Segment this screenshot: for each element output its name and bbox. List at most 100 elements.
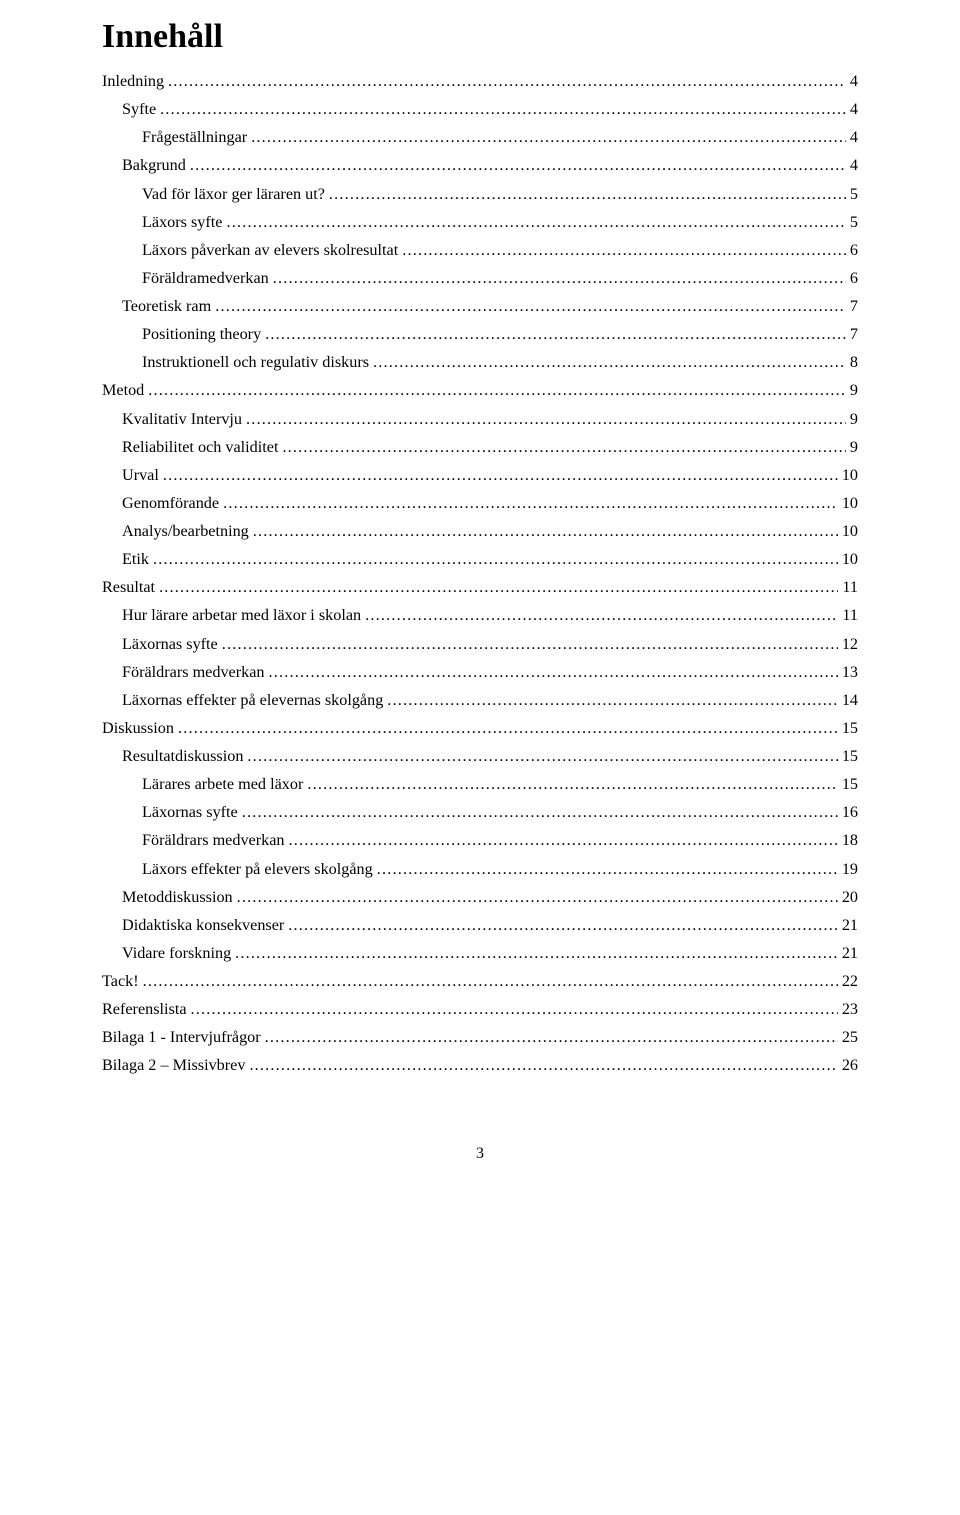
toc-entry[interactable]: Positioning theory 7 <box>102 325 858 344</box>
toc-entry-leader <box>178 719 838 738</box>
toc-entry[interactable]: Referenslista23 <box>102 1000 858 1019</box>
toc-entry-label: Frågeställningar <box>142 128 247 147</box>
toc-entry-label: Inledning <box>102 72 164 91</box>
toc-entry-label: Etik <box>122 550 149 569</box>
toc-entry-page: 11 <box>842 606 858 625</box>
toc-entry-leader <box>247 747 837 766</box>
toc-entry-page: 7 <box>850 325 858 344</box>
toc-entry-leader <box>160 100 846 119</box>
toc-entry-leader <box>373 353 846 372</box>
toc-entry[interactable]: Resultatdiskussion 15 <box>102 747 858 766</box>
toc-entry-page: 23 <box>842 1000 858 1019</box>
toc-entry-page: 6 <box>850 241 858 260</box>
toc-entry-page: 18 <box>842 831 858 850</box>
toc-entry[interactable]: Instruktionell och regulativ diskurs8 <box>102 353 858 372</box>
toc-entry-leader <box>307 775 837 794</box>
toc-entry-page: 22 <box>842 972 858 991</box>
toc-entry-leader <box>235 944 838 963</box>
toc-entry-leader <box>269 663 838 682</box>
toc-entry[interactable]: Föräldrars medverkan18 <box>102 831 858 850</box>
toc-entry-label: Reliabilitet och validitet <box>122 438 278 457</box>
toc-entry[interactable]: Syfte4 <box>102 100 858 119</box>
toc-entry-leader <box>265 1028 838 1047</box>
toc-entry-leader <box>153 550 838 569</box>
toc-entry[interactable]: Diskussion15 <box>102 719 858 738</box>
toc-entry[interactable]: Frågeställningar 4 <box>102 128 858 147</box>
toc-entry-label: Kvalitativ Intervju <box>122 410 242 429</box>
toc-entry[interactable]: Genomförande10 <box>102 494 858 513</box>
toc-entry[interactable]: Teoretisk ram7 <box>102 297 858 316</box>
toc-entry[interactable]: Urval10 <box>102 466 858 485</box>
toc-entry-label: Analys/bearbetning <box>122 522 249 541</box>
toc-entry-page: 4 <box>850 156 858 175</box>
toc-entry-page: 10 <box>842 522 858 541</box>
toc-entry[interactable]: Didaktiska konsekvenser21 <box>102 916 858 935</box>
toc-entry[interactable]: Läxors effekter på elevers skolgång19 <box>102 860 858 879</box>
toc-entry-label: Positioning theory <box>142 325 261 344</box>
toc-entry-leader <box>148 381 846 400</box>
toc-entry-label: Föräldrars medverkan <box>122 663 265 682</box>
toc-entry-leader <box>163 466 838 485</box>
toc-entry[interactable]: Metod9 <box>102 381 858 400</box>
toc-entry-page: 25 <box>842 1028 858 1047</box>
toc-entry[interactable]: Läxornas syfte12 <box>102 635 858 654</box>
toc-entry-label: Genomförande <box>122 494 219 513</box>
toc-entry-leader <box>237 888 838 907</box>
toc-entry[interactable]: Läxornas syfte16 <box>102 803 858 822</box>
toc-entry-leader <box>215 297 846 316</box>
toc-entry-leader <box>377 860 838 879</box>
toc-entry-page: 11 <box>842 578 858 597</box>
toc-entry-label: Bilaga 2 – Missivbrev <box>102 1056 245 1075</box>
toc-entry[interactable]: Etik10 <box>102 550 858 569</box>
toc-entry-leader <box>159 578 838 597</box>
toc-entry[interactable]: Bilaga 1 - Intervjufrågor 25 <box>102 1028 858 1047</box>
toc-entry[interactable]: Kvalitativ Intervju 9 <box>102 410 858 429</box>
toc-entry-leader <box>249 1056 837 1075</box>
toc-entry-page: 6 <box>850 269 858 288</box>
toc-entry-leader <box>190 156 846 175</box>
toc-entry[interactable]: Läxors påverkan av elevers skolresultat 6 <box>102 241 858 260</box>
toc-entry[interactable]: Metoddiskussion20 <box>102 888 858 907</box>
toc-entry-leader <box>223 494 838 513</box>
page-title: Innehåll <box>102 18 858 56</box>
toc-entry-leader <box>242 803 838 822</box>
toc-entry-page: 5 <box>850 213 858 232</box>
toc-entry-page: 7 <box>850 297 858 316</box>
toc-entry-label: Urval <box>122 466 159 485</box>
toc-entry-page: 14 <box>842 691 858 710</box>
toc-entry[interactable]: Föräldramedverkan6 <box>102 269 858 288</box>
toc-entry-label: Lärares arbete med läxor <box>142 775 303 794</box>
toc-entry[interactable]: Analys/bearbetning 10 <box>102 522 858 541</box>
toc-entry[interactable]: Läxors syfte 5 <box>102 213 858 232</box>
toc-entry-label: Vidare forskning <box>122 944 231 963</box>
toc-entry[interactable]: Reliabilitet och validitet9 <box>102 438 858 457</box>
toc-entry[interactable]: Läxornas effekter på elevernas skolgång1… <box>102 691 858 710</box>
toc-entry-label: Läxors effekter på elevers skolgång <box>142 860 373 879</box>
toc-entry[interactable]: Föräldrars medverkan13 <box>102 663 858 682</box>
toc-entry-label: Instruktionell och regulativ diskurs <box>142 353 369 372</box>
toc-entry-label: Bilaga 1 - Intervjufrågor <box>102 1028 261 1047</box>
toc-entry-page: 15 <box>842 747 858 766</box>
toc-entry-leader <box>329 185 846 204</box>
toc-entry-label: Läxors syfte <box>142 213 222 232</box>
toc-entry[interactable]: Vidare forskning 21 <box>102 944 858 963</box>
toc-entry-page: 4 <box>850 72 858 91</box>
toc-entry-label: Läxors påverkan av elevers skolresultat <box>142 241 398 260</box>
toc-entry[interactable]: Resultat11 <box>102 578 858 597</box>
toc-entry-leader <box>143 972 838 991</box>
toc-entry-page: 9 <box>850 410 858 429</box>
toc-entry-leader <box>191 1000 838 1019</box>
toc-entry[interactable]: Bakgrund4 <box>102 156 858 175</box>
toc-entry[interactable]: Hur lärare arbetar med läxor i skolan 11 <box>102 606 858 625</box>
page-number: 3 <box>102 1145 858 1163</box>
toc-entry-page: 21 <box>842 944 858 963</box>
toc-entry[interactable]: Lärares arbete med läxor15 <box>102 775 858 794</box>
toc-entry[interactable]: Bilaga 2 – Missivbrev26 <box>102 1056 858 1075</box>
toc-entry-page: 4 <box>850 128 858 147</box>
toc-entry-label: Resultatdiskussion <box>122 747 243 766</box>
toc-entry-label: Hur lärare arbetar med läxor i skolan <box>122 606 361 625</box>
toc-entry[interactable]: Inledning 4 <box>102 72 858 91</box>
toc-entry-page: 5 <box>850 185 858 204</box>
toc-entry[interactable]: Vad för läxor ger läraren ut?5 <box>102 185 858 204</box>
toc-entry[interactable]: Tack!22 <box>102 972 858 991</box>
